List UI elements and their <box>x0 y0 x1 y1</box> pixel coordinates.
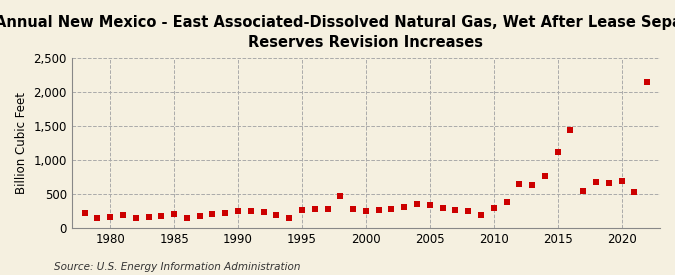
Point <box>552 150 563 154</box>
Point <box>360 208 371 213</box>
Point <box>348 207 358 211</box>
Point <box>207 212 218 217</box>
Point <box>246 208 256 213</box>
Point <box>130 216 141 220</box>
Point <box>501 200 512 205</box>
Point <box>489 205 500 210</box>
Point <box>92 216 103 220</box>
Point <box>642 80 653 85</box>
Point <box>259 210 269 214</box>
Point <box>169 212 180 217</box>
Point <box>603 181 614 185</box>
Point <box>591 180 601 184</box>
Point <box>412 202 423 206</box>
Point <box>373 208 384 212</box>
Point <box>322 207 333 211</box>
Point <box>463 208 474 213</box>
Point <box>117 213 128 217</box>
Point <box>335 193 346 198</box>
Point <box>143 215 154 219</box>
Point <box>271 213 281 217</box>
Point <box>233 209 244 213</box>
Point <box>194 214 205 219</box>
Point <box>386 207 397 211</box>
Point <box>539 173 550 178</box>
Point <box>437 206 448 210</box>
Point <box>284 216 294 220</box>
Y-axis label: Billion Cubic Feet: Billion Cubic Feet <box>15 92 28 194</box>
Point <box>79 211 90 216</box>
Point <box>526 183 537 187</box>
Point <box>450 207 461 212</box>
Point <box>105 214 115 219</box>
Text: Source: U.S. Energy Information Administration: Source: U.S. Energy Information Administ… <box>54 262 300 272</box>
Point <box>476 213 487 217</box>
Title: Annual New Mexico - East Associated-Dissolved Natural Gas, Wet After Lease Separ: Annual New Mexico - East Associated-Diss… <box>0 15 675 50</box>
Point <box>399 205 410 210</box>
Point <box>629 190 640 194</box>
Point <box>220 210 231 215</box>
Point <box>309 207 320 211</box>
Point <box>296 208 307 212</box>
Point <box>182 216 192 220</box>
Point <box>616 179 627 183</box>
Point <box>578 188 589 193</box>
Point <box>565 128 576 132</box>
Point <box>156 214 167 218</box>
Point <box>514 182 524 187</box>
Point <box>425 203 435 207</box>
